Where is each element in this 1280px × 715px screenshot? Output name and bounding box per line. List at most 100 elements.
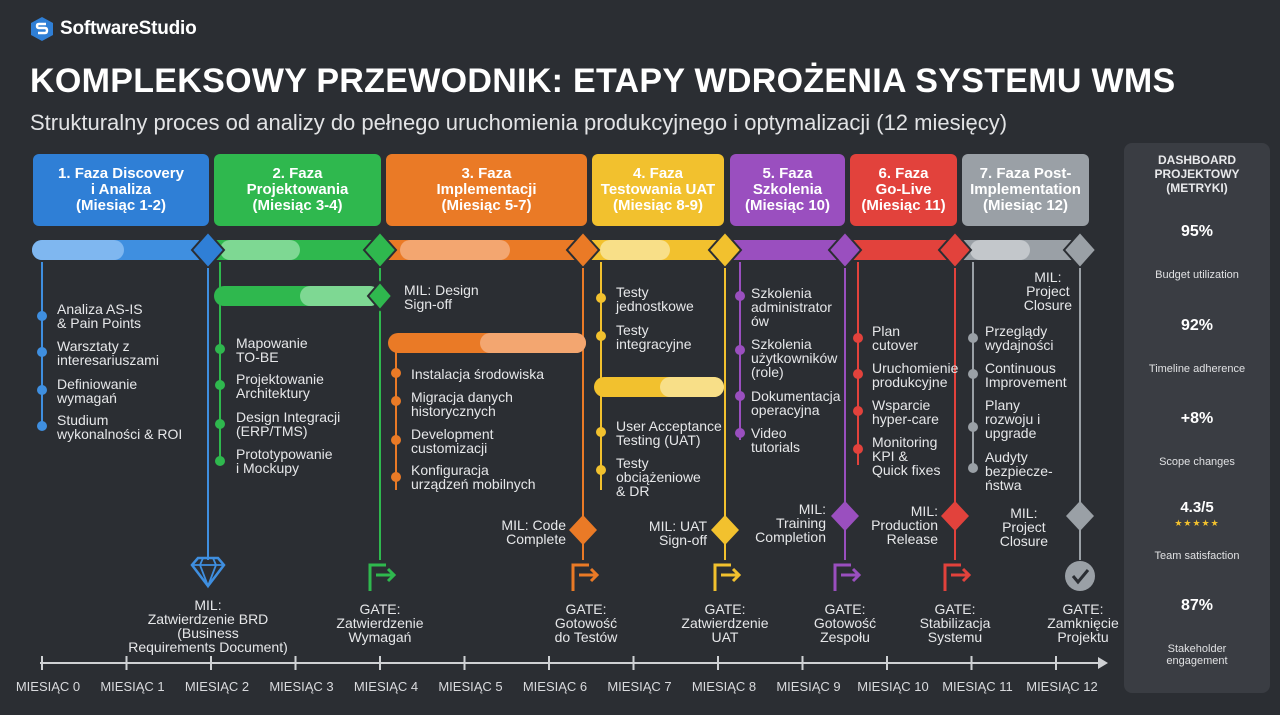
phase-discovery: 1. Faza Discovery i Analiza (Miesiąc 1-2… (33, 154, 209, 226)
gate-flag-icon (368, 563, 397, 591)
month-label: MIESIĄC 12 (1026, 679, 1098, 694)
phase-post: 7. Faza Post- Implementation (Miesiąc 12… (962, 154, 1089, 226)
gem-icon (190, 556, 226, 589)
metric-label: Team satisfaction (1154, 549, 1240, 562)
timeline-highlight-implementation (400, 240, 510, 260)
task-architektura: Projektowanie Architektury (236, 371, 324, 401)
task-plany: Plany rozwoju i upgrade (985, 397, 1041, 441)
timeline-highlight-design (220, 240, 300, 260)
gate-uat: GATE: Zatwierdzenie UAT (681, 601, 769, 645)
golive-bullets (853, 333, 863, 454)
task-instalacja: Instalacja środowiska (411, 366, 545, 382)
task-szkolenia-admin: Szkolenia administrator ów (751, 285, 832, 329)
task-dokumentacja: Dokumentacja operacyjna (751, 388, 841, 418)
task-audyty: Audyty bezpiecze- ństwa (985, 449, 1053, 493)
task-przeglady: Przeglądy wydajności (985, 323, 1054, 353)
month-label: MIESIĄC 8 (691, 679, 757, 694)
month-label: MIESIĄC 10 (857, 679, 929, 694)
release-diamond-icon (941, 501, 969, 531)
design-bullets (215, 344, 225, 466)
page-subtitle: Strukturalny proces od analizy do pełneg… (30, 110, 1008, 135)
task-continuous: Continuous Improvement (985, 360, 1067, 390)
task-uat: User Acceptance Testing (UAT) (616, 418, 722, 448)
gate-flag-icon (943, 563, 972, 591)
gate-flag-icon (833, 563, 862, 591)
gate-stabilizacja: GATE: Stabilizacja Systemu (919, 601, 991, 645)
milestone-production-release: MIL: Production Release (871, 503, 938, 547)
timeline-segment-training (725, 240, 845, 260)
milestone-code-complete: MIL: Code Complete (501, 517, 566, 547)
milestone-design-signoff: MIL: Design Sign-off (404, 282, 479, 312)
phase-testing: 4. Faza Testowania UAT (Miesiąc 8-9) (592, 154, 724, 226)
metric-label: Timeline adherence (1148, 362, 1246, 375)
metric-label: Budget utilization (1155, 269, 1239, 281)
task-testy-jednostkowe: Testy jednostkowe (616, 284, 694, 314)
task-prototypowanie: Prototypowanie i Mockupy (236, 446, 333, 476)
code-complete-diamond-icon (569, 515, 597, 545)
month-label: MIESIĄC 11 (942, 679, 1013, 694)
task-video: Video tutorials (751, 425, 801, 455)
milestone-training-completion: MIL: Training Completion (755, 501, 826, 545)
task-analiza: Analiza AS-IS & Pain Points (57, 301, 143, 331)
milestone-diamond-icon (565, 230, 601, 270)
metric-value: 95% (1180, 223, 1214, 240)
task-migracja: Migracja danych historycznych (411, 389, 513, 419)
month-label: MIESIĄC 9 (776, 679, 841, 694)
month-label: MIESIĄC 0 (15, 679, 81, 694)
task-monitoring: Monitoring KPI & Quick fixes (872, 434, 941, 478)
metric-value: 92% (1180, 316, 1214, 334)
task-hypercare: Wsparcie hyper-care (872, 397, 939, 427)
gate-flag-icon (571, 563, 600, 591)
task-development: Development customizacji (411, 426, 494, 456)
gate-zespolu: GATE: Gotowość Zespołu (813, 601, 877, 645)
design-signoff-diamond-icon (366, 280, 394, 312)
task-plan-cutover: Plan cutover (872, 323, 918, 353)
brand-name: SoftwareStudio (60, 18, 197, 39)
phase-training: 5. Faza Szkolenia (Miesiąc 10) (730, 154, 845, 226)
metric-label: Stakeholder engagement (1166, 643, 1228, 667)
gate-testow: GATE: Gotowość do Testów (554, 601, 618, 645)
timeline-highlight-testing (600, 240, 670, 260)
phase-golive: 6. Faza Go-Live (Miesiąc 11) (850, 154, 957, 226)
dashboard-title: DASHBOARD PROJEKTOWY (METRYKI) (1154, 153, 1240, 195)
metric-value: 87% (1180, 597, 1214, 614)
task-uruchomienie: Uruchomienie produkcyjne (872, 360, 959, 390)
month-label: MIESIĄC 7 (607, 679, 672, 694)
discovery-bullets (37, 311, 47, 431)
task-integracja: Design Integracji (ERP/TMS) (236, 409, 341, 439)
metric-value: 4.3/5 (1180, 498, 1214, 516)
rating-stars-icon: ★★★★★ (1174, 517, 1220, 528)
implementation-bullets (391, 368, 401, 482)
task-definiowanie: Definiowanie wymagań (57, 376, 138, 406)
phase-implementation: 3. Faza Implementacji (Miesiąc 5-7) (386, 154, 587, 226)
milestone-diamond-icon (937, 230, 973, 270)
milestone-uat-signoff: MIL: UAT Sign-off (648, 518, 707, 548)
milestone-diamond-icon (1062, 230, 1098, 270)
milestone-diamond-icon (707, 230, 743, 270)
closure-diamond-icon (1066, 501, 1094, 531)
month-label: MIESIĄC 6 (522, 679, 588, 694)
timeline-segment-golive (845, 240, 955, 260)
metric-value: +8% (1180, 410, 1214, 427)
gate-flag-icon (713, 563, 742, 591)
timeline-highlight-discovery (32, 240, 124, 260)
milestone-project-closure: MIL: Project Closure (999, 505, 1048, 549)
testing-bullets (596, 293, 606, 475)
post-bullets (968, 333, 978, 473)
task-szkolenia-user: Szkolenia użytkowników (role) (751, 336, 838, 380)
month-label: MIESIĄC 3 (269, 679, 334, 694)
month-label: MIESIĄC 1 (100, 679, 165, 694)
month-label: MIESIĄC 2 (184, 679, 250, 694)
milestone-diamond-icon (827, 230, 863, 270)
gate-brd: MIL: Zatwierdzenie BRD (Business Require… (128, 597, 288, 655)
logo-icon (31, 17, 53, 41)
uat-signoff-diamond-icon (711, 515, 739, 545)
task-studium: Studium wykonalności & ROI (57, 412, 183, 442)
task-testy-obciazeniowe: Testy obciążeniowe & DR (616, 455, 701, 499)
task-konfiguracja: Konfiguracja urządzeń mobilnych (411, 462, 536, 492)
timeline-highlight-post (970, 240, 1030, 260)
month-label: MIESIĄC 4 (353, 679, 419, 694)
metric-label: Scope changes (1159, 456, 1235, 468)
training-diamond-icon (831, 501, 859, 531)
check-circle-icon (1065, 561, 1095, 591)
